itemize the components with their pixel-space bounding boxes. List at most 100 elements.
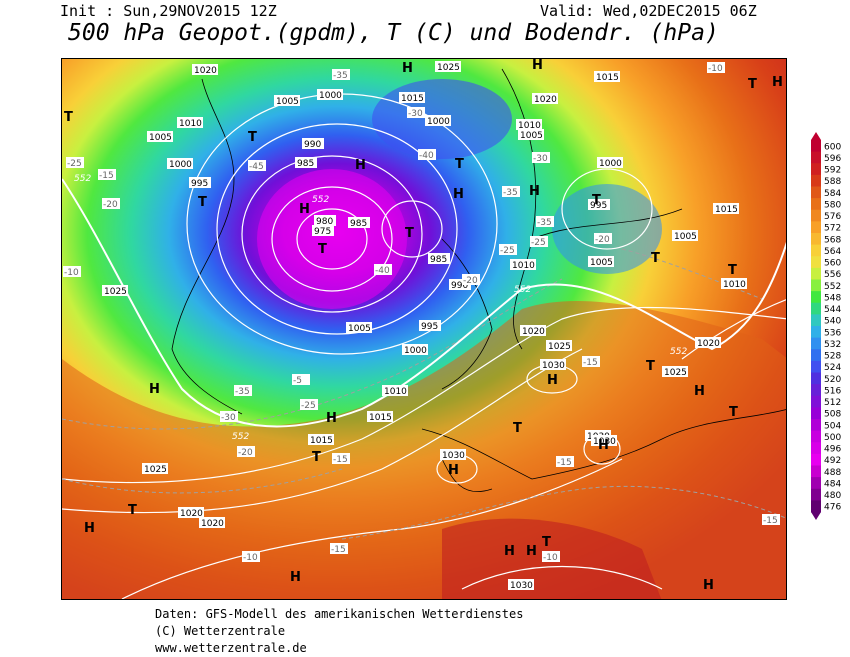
legend-label: 588 bbox=[824, 177, 841, 187]
legend-swatch bbox=[811, 384, 821, 397]
pressure-label: 985 bbox=[428, 253, 450, 265]
legend-label: 564 bbox=[824, 247, 841, 257]
high-marker: H bbox=[772, 75, 783, 90]
legend-label: 556 bbox=[824, 270, 841, 280]
footer-website-link[interactable]: www.wetterzentrale.de bbox=[155, 641, 307, 655]
pressure-label: 990 bbox=[302, 138, 324, 150]
svg-text:1010: 1010 bbox=[384, 387, 407, 397]
svg-text:-20: -20 bbox=[103, 200, 118, 210]
svg-text:1000: 1000 bbox=[404, 346, 427, 356]
svg-text:1015: 1015 bbox=[369, 413, 392, 423]
svg-text:-25: -25 bbox=[531, 238, 546, 248]
pressure-label: 1010 bbox=[382, 385, 408, 397]
pressure-label: 1000 bbox=[317, 89, 343, 101]
legend-swatch bbox=[811, 372, 821, 385]
pressure-label: 1000 bbox=[425, 115, 451, 127]
pressure-label: 1015 bbox=[713, 203, 739, 215]
low-marker: T bbox=[198, 195, 207, 210]
pressure-label: 985 bbox=[348, 217, 370, 229]
legend-label: 584 bbox=[824, 189, 841, 199]
svg-text:1025: 1025 bbox=[437, 63, 460, 73]
legend-swatch bbox=[811, 349, 821, 362]
temp-label: -15 bbox=[332, 453, 350, 465]
legend-swatch bbox=[811, 198, 821, 211]
pressure-label: 1010 bbox=[177, 117, 203, 129]
footer-copyright: (C) Wetterzentrale bbox=[155, 624, 286, 638]
svg-text:1025: 1025 bbox=[664, 368, 687, 378]
high-marker: H bbox=[598, 438, 609, 453]
pressure-label: 1020 bbox=[178, 507, 204, 519]
geopotential-labels: 552 552 552 552 552 bbox=[74, 174, 687, 442]
legend-swatch bbox=[811, 151, 821, 164]
svg-text:1000: 1000 bbox=[169, 160, 192, 170]
legend-swatch bbox=[811, 291, 821, 304]
high-marker: H bbox=[299, 202, 310, 217]
pressure-label: 1025 bbox=[142, 463, 168, 475]
pressure-label: 1000 bbox=[402, 344, 428, 356]
svg-text:-35: -35 bbox=[537, 218, 552, 228]
legend-label: 544 bbox=[824, 305, 841, 315]
temp-label: -15 bbox=[762, 514, 780, 526]
low-marker: T bbox=[748, 77, 757, 92]
temp-label: -10 bbox=[542, 551, 560, 563]
svg-text:-20: -20 bbox=[238, 448, 253, 458]
svg-text:-20: -20 bbox=[463, 276, 478, 286]
low-marker: T bbox=[513, 421, 522, 436]
pressure-label: 1030 bbox=[540, 359, 566, 371]
svg-text:-10: -10 bbox=[64, 268, 79, 278]
gp-label: 552 bbox=[232, 432, 249, 442]
pressure-label: 995 bbox=[419, 320, 441, 332]
svg-text:995: 995 bbox=[191, 179, 208, 189]
temp-label: -30 bbox=[220, 411, 238, 423]
svg-text:980: 980 bbox=[316, 217, 333, 227]
temp-label: -15 bbox=[556, 456, 574, 468]
temp-label: -10 bbox=[242, 551, 260, 563]
legend-swatch bbox=[811, 407, 821, 420]
legend-label: 580 bbox=[824, 200, 841, 210]
high-marker: H bbox=[448, 463, 459, 478]
temp-label: -20 bbox=[594, 233, 612, 245]
legend-swatch bbox=[811, 221, 821, 234]
legend-arrow-bottom bbox=[811, 512, 821, 520]
legend-label: 500 bbox=[824, 433, 841, 443]
pressure-label: 1005 bbox=[588, 256, 614, 268]
svg-text:990: 990 bbox=[304, 140, 321, 150]
temp-label: -15 bbox=[582, 356, 600, 368]
svg-text:-25: -25 bbox=[500, 246, 515, 256]
high-marker: H bbox=[326, 411, 337, 426]
legend-swatch bbox=[811, 302, 821, 315]
legend-swatch bbox=[811, 442, 821, 455]
high-marker: H bbox=[84, 521, 95, 536]
pressure-label: 1025 bbox=[662, 366, 688, 378]
svg-text:1005: 1005 bbox=[149, 133, 172, 143]
legend-label: 484 bbox=[824, 479, 841, 489]
gp-label: 552 bbox=[74, 174, 91, 184]
svg-text:1005: 1005 bbox=[348, 324, 371, 334]
svg-text:-15: -15 bbox=[557, 458, 572, 468]
high-marker: H bbox=[290, 570, 301, 585]
legend-swatch bbox=[811, 419, 821, 432]
legend-label: 512 bbox=[824, 398, 841, 408]
high-marker: H bbox=[355, 158, 366, 173]
warm-region bbox=[62, 301, 786, 599]
svg-text:1015: 1015 bbox=[596, 73, 619, 83]
valid-time: Valid: Wed,02DEC2015 06Z bbox=[540, 2, 757, 20]
svg-text:-15: -15 bbox=[333, 455, 348, 465]
legend-swatch bbox=[811, 256, 821, 269]
legend-label: 592 bbox=[824, 166, 841, 176]
svg-text:1005: 1005 bbox=[276, 97, 299, 107]
pressure-label: 1020 bbox=[192, 64, 218, 76]
svg-text:1030: 1030 bbox=[542, 361, 565, 371]
temp-label: -35 bbox=[502, 186, 520, 198]
isotherms bbox=[62, 248, 786, 540]
svg-text:-15: -15 bbox=[331, 545, 346, 555]
legend-label: 488 bbox=[824, 468, 841, 478]
temp-label: -30 bbox=[407, 107, 425, 119]
legend-swatch bbox=[811, 465, 821, 478]
svg-text:1020: 1020 bbox=[534, 95, 557, 105]
legend-swatch bbox=[811, 163, 821, 176]
color-scale-legend: 600 596 592 588 584 580 576 572 568 564 560 556 552 5… bbox=[808, 132, 850, 527]
svg-text:1020: 1020 bbox=[180, 509, 203, 519]
legend-label: 536 bbox=[824, 328, 841, 338]
temp-label: -10 bbox=[707, 62, 725, 74]
